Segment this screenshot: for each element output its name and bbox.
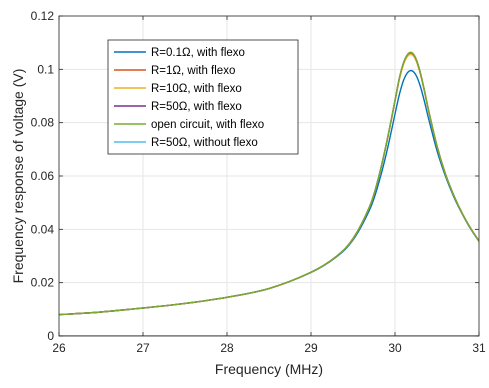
x-tick-label: 27	[136, 341, 150, 355]
x-tick-label: 26	[52, 341, 66, 355]
legend: R=0.1Ω, with flexo R=1Ω, with flexo R=10Ω,…	[107, 39, 299, 155]
legend-label: R=50Ω, without flexo	[151, 137, 258, 149]
x-tick-label: 29	[304, 341, 318, 355]
legend-label: R=1Ω, with flexo	[151, 65, 235, 77]
x-tick-label: 30	[388, 341, 402, 355]
y-axis-label: Frequency response of voltage (V)	[10, 69, 26, 284]
plot-area	[59, 51, 479, 336]
y-tick-label: 0.12	[31, 9, 55, 23]
y-tick-label: 0	[47, 329, 54, 343]
y-tick-label: 0.04	[31, 222, 55, 236]
y-tick-label: 0.06	[31, 169, 55, 183]
y-tick-label: 0.02	[31, 276, 55, 290]
x-tick-label: 31	[472, 341, 486, 355]
legend-label: R=50Ω, with flexo	[151, 101, 242, 113]
series-line	[59, 51, 479, 316]
legend-label: R=0.1Ω, with flexo	[151, 47, 245, 59]
x-axis-label: Frequency (MHz)	[215, 361, 323, 377]
x-tick-label: 28	[220, 341, 234, 355]
legend-box	[107, 39, 299, 155]
y-tick-label: 0.08	[31, 116, 55, 130]
legend-label: open circuit, with flexo	[151, 119, 264, 131]
axes: 26 27 28 29 30 31 0 0.02 0.04 0.06 0.08 0.1 0.12	[31, 9, 486, 355]
y-tick-label: 0.1	[37, 62, 54, 76]
legend-label: R=10Ω, with flexo	[151, 83, 242, 95]
